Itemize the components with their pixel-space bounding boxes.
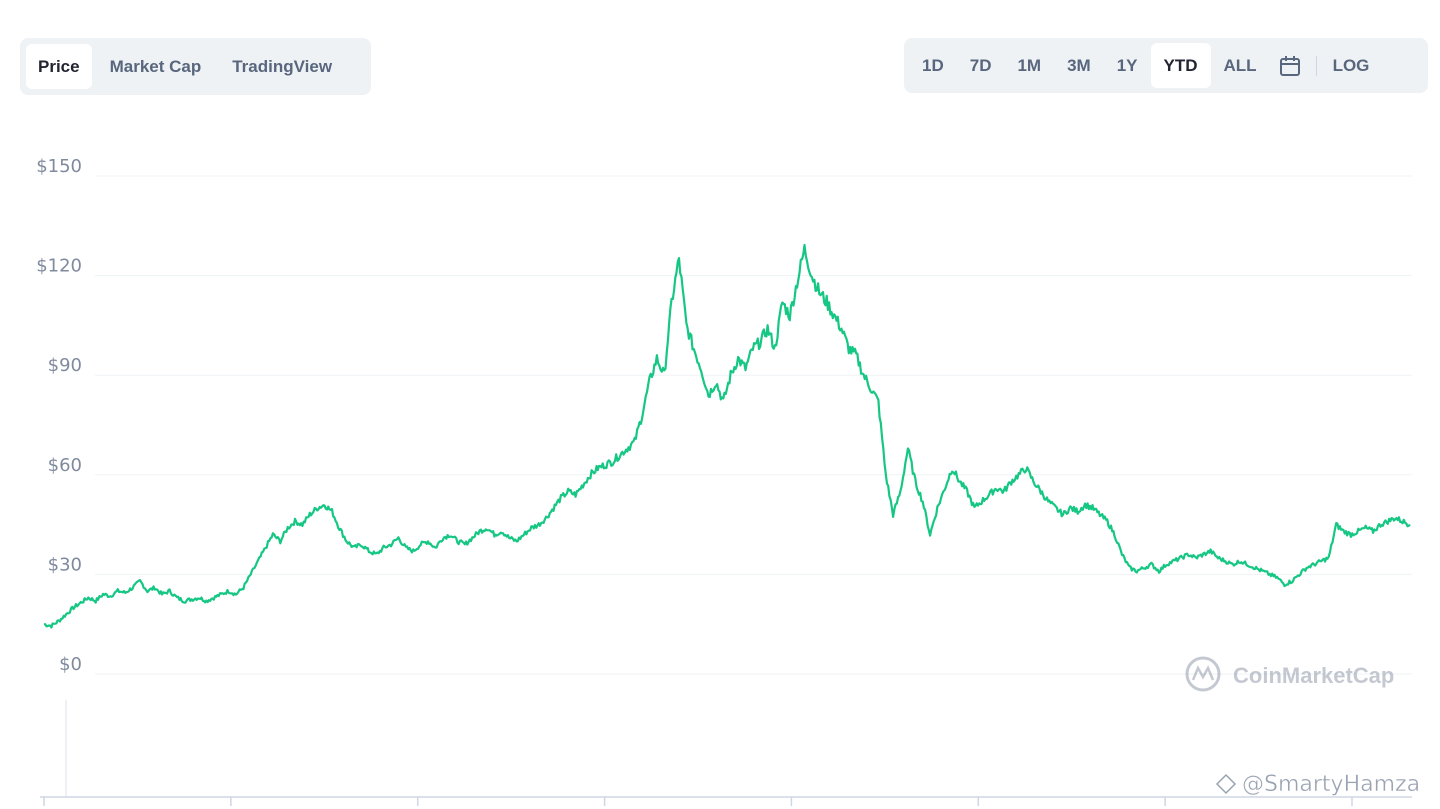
chart-type-tabs: Price Market Cap TradingView (20, 38, 371, 95)
watermark-text: CoinMarketCap (1233, 663, 1394, 688)
y-tick-label: $60 (48, 455, 82, 476)
y-tick-label: $90 (48, 355, 82, 376)
diamond-logo-icon (1215, 773, 1237, 795)
calendar-icon (1279, 55, 1300, 76)
coinmarketcap-logo-icon (1185, 656, 1221, 692)
range-ytd[interactable]: YTD (1150, 43, 1211, 88)
time-range-tabs: 1D 7D 1M 3M 1Y YTD ALL LOG (904, 38, 1428, 93)
y-axis: $0 $30 $60 $90 $120 $150 (36, 156, 82, 675)
tab-tradingview[interactable]: TradingView (232, 56, 333, 76)
coinmarketcap-watermark: CoinMarketCap (1185, 656, 1394, 692)
price-line (44, 243, 1411, 629)
y-tick-label: $0 (59, 654, 82, 675)
range-1m[interactable]: 1M (1017, 55, 1042, 75)
y-tick-label: $30 (48, 554, 82, 575)
range-1y[interactable]: 1Y (1116, 55, 1138, 75)
range-all[interactable]: ALL (1223, 55, 1257, 75)
x-axis (43, 797, 1353, 806)
grid-lines (95, 175, 1412, 675)
calendar-button[interactable] (1270, 43, 1310, 88)
credit-text: @SmartyHamza (1242, 772, 1420, 797)
y-tick-label: $150 (36, 156, 82, 177)
toolbar-divider (1315, 55, 1317, 76)
tab-price[interactable]: Price (26, 44, 92, 89)
y-tick-label: $120 (36, 256, 82, 277)
log-scale-toggle[interactable]: LOG (1332, 55, 1370, 75)
credit-watermark: @SmartyHamza (1215, 772, 1420, 797)
range-3m[interactable]: 3M (1067, 55, 1091, 75)
range-1d[interactable]: 1D (922, 55, 944, 75)
range-7d[interactable]: 7D (969, 55, 992, 75)
tab-market-cap[interactable]: Market Cap (109, 56, 202, 76)
